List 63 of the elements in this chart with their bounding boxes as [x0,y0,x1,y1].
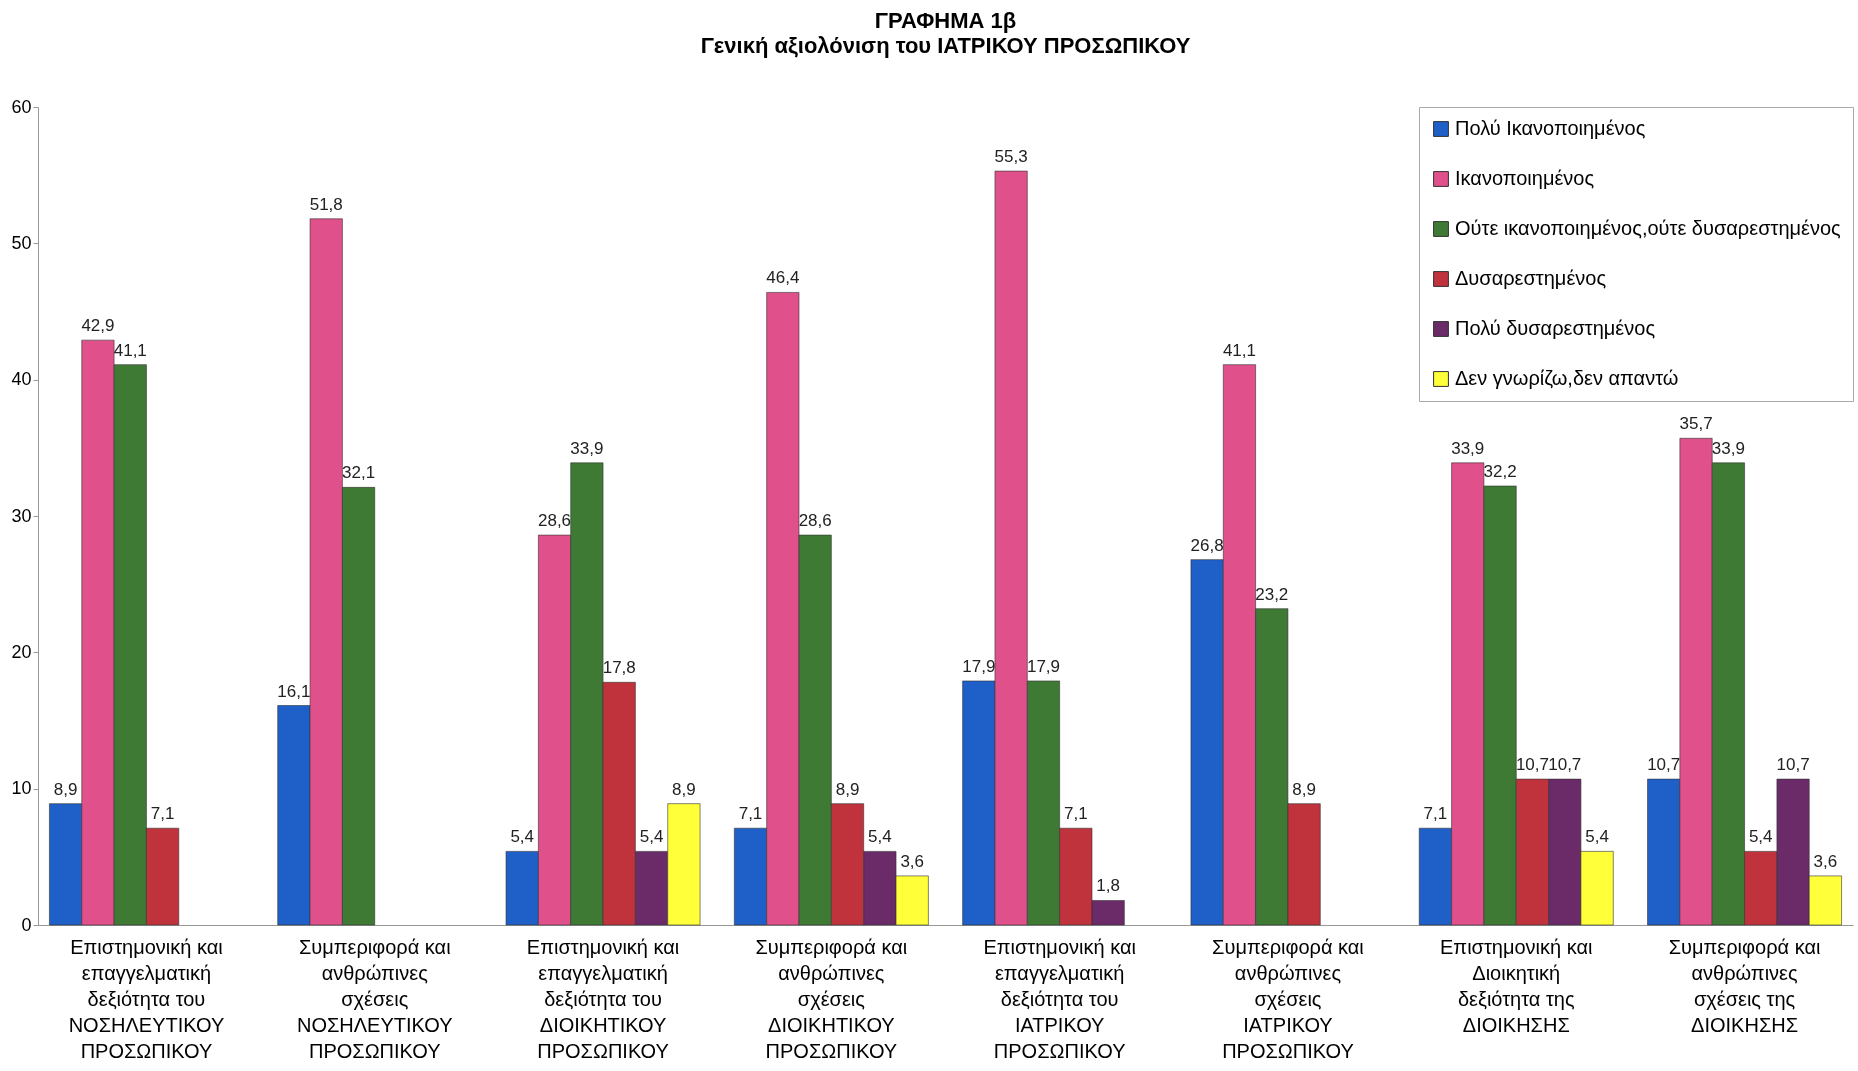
x-tick-label: Συμπεριφορά και ανθρώπινες σχέσεις ΝΟΣΗΛΕΥΤΙΚΟΥ ΠΡΟΣΩΠΙΚΟΥ [296,935,453,1062]
chart-subtitle: Γενική αξιολόνιση του ΙΑΤΡΙΚΟΥ ΠΡΟΣΩΠΙΚΟΥ [700,33,1191,58]
data-label: 10,7 [1515,755,1549,775]
y-tick-label: 30 [11,505,32,526]
data-label: 33,9 [570,438,604,458]
data-label: 10,7 [1548,755,1582,775]
data-label: 3,6 [1813,851,1838,871]
y-tick-label: 50 [11,232,32,253]
x-tick-label: Συμπεριφορά και ανθρώπινες σχέσεις ΔΙΟΙΚΗΤΙΚΟΥ ΠΡΟΣΩΠΙΚΟΥ [755,935,908,1062]
data-label: 23,2 [1255,584,1289,604]
data-label: 35,7 [1679,414,1713,434]
data-label: 16,1 [277,681,311,701]
x-tick-label: Επιστημονική και επαγγελματική δεξιότητα του ΔΙΟΙΚΗΤΙΚΟΥ ΠΡΟΣΩΠΙΚΟΥ [526,935,680,1062]
y-tick-label: 10 [11,778,32,799]
legend-label: Δυσαρεστημένος [1455,267,1607,289]
data-label: 17,9 [962,656,996,676]
x-tick-label: Επιστημονική και επαγγελματική δεξιότητα του ΙΑΤΡΙΚΟΥ ΠΡΟΣΩΠΙΚΟΥ [983,935,1136,1062]
x-tick-label: Συμπεριφορά και ανθρώπινες σχέσεις ΙΑΤΡΙΚΟΥ ΠΡΟΣΩΠΙΚΟΥ [1212,935,1364,1062]
data-label: 41,1 [113,340,147,360]
data-label: 33,9 [1451,438,1485,458]
data-label: 7,1 [1064,804,1088,824]
y-tick-label: 0 [21,914,32,935]
data-label: 8,9 [835,779,860,799]
legend-label: Ικανοποιημένος [1455,167,1595,189]
data-label: 17,8 [602,658,636,678]
x-tick-label: Επιστημονική και επαγγελματική δεξιότητα του ΝΟΣΗΛΕΥΤΙΚΟΥ ΠΡΟΣΩΠΙΚΟΥ [68,935,225,1062]
data-label: 55,3 [994,147,1028,167]
data-label: 7,1 [738,804,763,824]
y-tick-label: 20 [11,641,32,662]
legend-label: Ούτε ικανοποιημένος,ούτε δυσαρεστημένος [1455,217,1842,239]
data-label: 5,4 [1748,827,1773,847]
legend-label: Δεν γνωρίζω,δεν απαντώ [1455,367,1679,389]
data-label: 5,4 [868,827,892,847]
y-tick-label: 60 [11,96,32,117]
data-label: 17,9 [1026,656,1061,676]
data-label: 7,1 [150,804,175,824]
data-label: 10,7 [1647,755,1681,775]
data-label: 8,9 [1292,779,1316,799]
x-tick-label: Επιστημονική και Διοικητική δεξιότητα της ΔΙΟΙΚΗΣΗΣ [1440,935,1593,1036]
data-label: 5,4 [510,827,535,847]
data-label: 41,1 [1222,340,1256,360]
data-label: 51,8 [309,194,343,214]
data-label: 8,9 [672,779,696,799]
data-label: 5,4 [1585,827,1609,847]
x-tick-label: Συμπεριφορά και ανθρώπινες σχέσεις της ΔΙΟΙΚΗΣΗΣ [1668,935,1821,1036]
data-label: 32,2 [1483,462,1517,482]
legend-label: Πολύ Ικανοποιημένος [1455,117,1646,139]
data-label: 46,4 [766,268,800,288]
data-label: 1,8 [1096,876,1120,896]
data-label: 33,9 [1711,438,1745,458]
data-label: 28,6 [537,511,572,531]
legend-label: Πολύ δυσαρεστημένος [1455,317,1656,339]
chart-title: ΓΡΑΦΗΜΑ 1β [874,8,1017,33]
data-label: 28,6 [798,511,832,531]
data-label: 3,6 [900,851,925,871]
data-label: 32,1 [342,463,376,483]
data-label: 10,7 [1776,755,1810,775]
data-label: 42,9 [81,316,115,336]
data-label: 5,4 [639,827,664,847]
y-tick-label: 40 [11,369,32,390]
data-label: 8,9 [53,779,78,799]
data-label: 26,8 [1190,535,1224,555]
data-label: 7,1 [1423,804,1448,824]
